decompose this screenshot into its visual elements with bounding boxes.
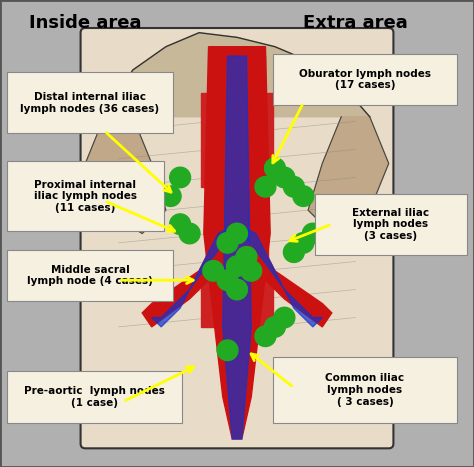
- Circle shape: [264, 158, 285, 178]
- Circle shape: [170, 167, 191, 188]
- Polygon shape: [206, 187, 268, 234]
- FancyBboxPatch shape: [273, 54, 457, 105]
- Circle shape: [293, 186, 314, 206]
- Circle shape: [293, 233, 314, 253]
- Circle shape: [170, 214, 191, 234]
- Polygon shape: [308, 117, 389, 234]
- Polygon shape: [104, 33, 370, 117]
- Circle shape: [217, 233, 238, 253]
- Text: Common iliac
lymph nodes
( 3 cases): Common iliac lymph nodes ( 3 cases): [326, 373, 404, 407]
- Circle shape: [274, 167, 295, 188]
- Circle shape: [255, 177, 276, 197]
- Text: External iliac
lymph nodes
(3 cases): External iliac lymph nodes (3 cases): [353, 207, 429, 241]
- Circle shape: [255, 326, 276, 347]
- Circle shape: [241, 261, 262, 281]
- Polygon shape: [209, 56, 265, 93]
- Circle shape: [264, 317, 285, 337]
- Circle shape: [203, 261, 224, 281]
- Circle shape: [227, 223, 247, 244]
- Text: Pre-aortic  lymph nodes
(1 case): Pre-aortic lymph nodes (1 case): [24, 386, 165, 408]
- Circle shape: [179, 223, 200, 244]
- Circle shape: [217, 270, 238, 290]
- Text: Oburator lymph nodes
(17 cases): Oburator lymph nodes (17 cases): [299, 69, 431, 90]
- Circle shape: [227, 256, 247, 276]
- Text: Inside area: Inside area: [29, 14, 142, 32]
- Polygon shape: [204, 47, 270, 439]
- Polygon shape: [201, 93, 273, 140]
- Polygon shape: [237, 224, 322, 327]
- Circle shape: [283, 242, 304, 262]
- FancyBboxPatch shape: [273, 357, 457, 423]
- Text: Distal internal iliac
lymph nodes (36 cases): Distal internal iliac lymph nodes (36 ca…: [20, 92, 160, 113]
- Polygon shape: [223, 56, 251, 439]
- Polygon shape: [201, 280, 273, 327]
- Polygon shape: [142, 196, 237, 327]
- FancyBboxPatch shape: [81, 28, 393, 448]
- FancyBboxPatch shape: [7, 371, 182, 423]
- Polygon shape: [85, 117, 166, 234]
- Text: Proximal internal
iliac lymph nodes
(11 cases): Proximal internal iliac lymph nodes (11 …: [34, 179, 137, 213]
- FancyBboxPatch shape: [315, 194, 467, 255]
- Circle shape: [302, 223, 323, 244]
- Circle shape: [236, 247, 257, 267]
- Circle shape: [160, 186, 181, 206]
- Text: Middle sacral
lymph node (4 cases): Middle sacral lymph node (4 cases): [27, 265, 153, 286]
- Text: Extra area: Extra area: [303, 14, 408, 32]
- Circle shape: [283, 177, 304, 197]
- Polygon shape: [206, 234, 268, 280]
- Circle shape: [274, 307, 295, 328]
- FancyBboxPatch shape: [7, 161, 164, 231]
- Circle shape: [217, 340, 238, 361]
- Circle shape: [227, 279, 247, 300]
- Polygon shape: [152, 224, 237, 327]
- FancyBboxPatch shape: [7, 250, 173, 301]
- Polygon shape: [237, 196, 332, 327]
- FancyBboxPatch shape: [7, 72, 173, 133]
- Polygon shape: [201, 140, 273, 187]
